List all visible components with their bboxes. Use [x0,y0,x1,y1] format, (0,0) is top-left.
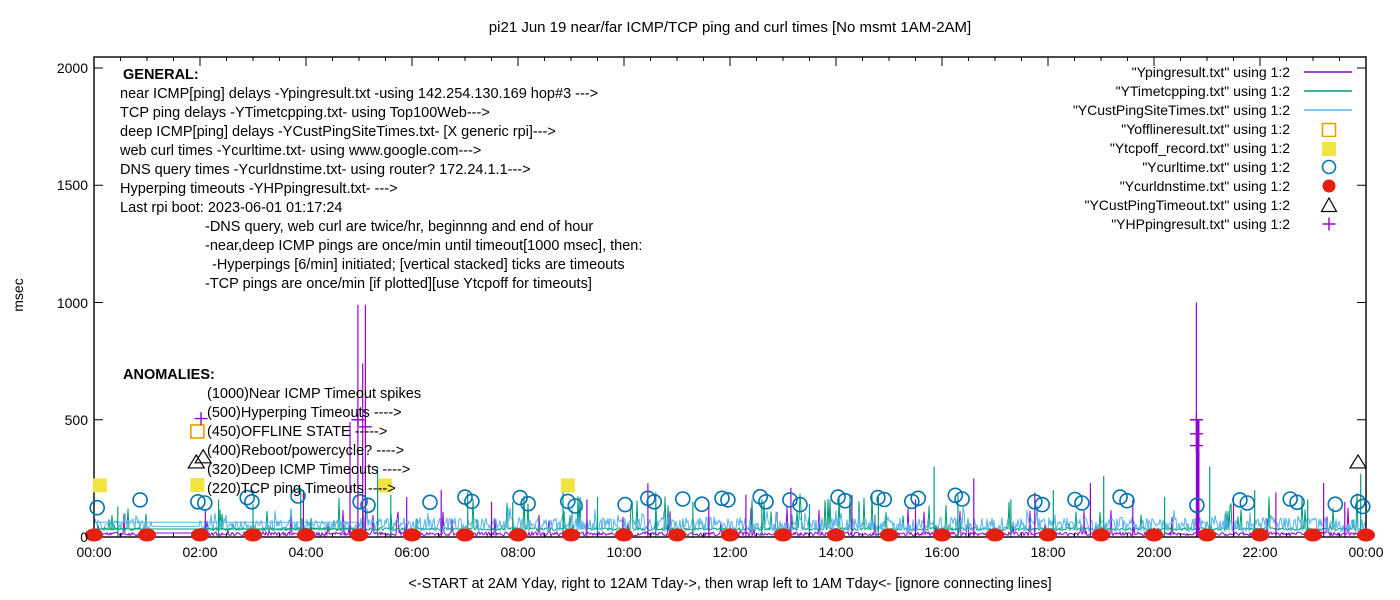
legend-entry: "YCustPingSiteTimes.txt" using 1:2 [1073,100,1358,119]
general-note-line: deep ICMP[ping] delays -YCustPingSiteTim… [120,124,556,140]
x-tick-label: 00:00 [76,544,112,560]
anomalies-heading: ANOMALIES: [123,367,215,383]
legend-entry-label: "Yofflineresult.txt" using 1:2 [1121,120,1290,137]
anomalies-lines: (1000)Near ICMP Timeout spikes (500)Hyper… [120,385,421,499]
circle-open-legend-marker [1321,159,1337,174]
legend-entry-label: "Ycurltime.txt" using 1:2 [1142,158,1290,175]
y-tick-label: 2000 [56,60,88,76]
square-fill-legend-marker [1322,141,1336,156]
legend-entry: "Ytcpoff_record.txt" using 1:2 [1073,138,1358,157]
legend-entry: "Ycurldnstime.txt" using 1:2 [1073,176,1358,195]
legend-entry: "YTimetcpping.txt" using 1:2 [1073,81,1358,100]
x-tick-label: 18:00 [1030,544,1066,560]
anomaly-note-line: (450)OFFLINE STATE -----> [207,424,388,440]
x-tick-label: 00:00 [1348,544,1384,560]
legend-entry-label: "Ytcpoff_record.txt" using 1:2 [1109,139,1290,156]
x-tick-label: 10:00 [606,544,642,560]
general-note-line: TCP ping delays -YTimetcpping.txt- using… [120,105,490,121]
anomaly-note-line: (220)TCP ping Timeouts ----> [207,481,396,497]
general-note-line: near ICMP[ping] delays -Ypingresult.txt … [120,86,599,102]
circle-fill-legend-marker [1322,179,1336,192]
legend-entry-label: "YCustPingSiteTimes.txt" using 1:2 [1072,101,1290,118]
legend-entry: "Ycurltime.txt" using 1:2 [1073,157,1358,176]
general-note-line: Hyperping timeouts -YHPpingresult.txt- -… [120,181,398,197]
general-note-line: -Hyperpings [6/min] initiated; [vertical… [212,257,625,273]
legend-entry: "YHPpingresult.txt" using 1:2 [1073,214,1358,233]
line-legend-marker [1304,108,1352,111]
legend: "Ypingresult.txt" using 1:2 "YTimetcpping… [1073,62,1358,233]
anomaly-note-line: (500)Hyperping Timeouts ----> [207,405,402,421]
square-open-legend-marker [1321,122,1337,137]
x-tick-label: 12:00 [712,544,748,560]
legend-entry-label: "YTimetcpping.txt" using 1:2 [1115,82,1290,99]
legend-entry-label: "Ypingresult.txt" using 1:2 [1131,63,1290,80]
general-note-line: Last rpi boot: 2023-06-01 01:17:24 [120,200,343,216]
x-tick-label: 06:00 [394,544,430,560]
x-tick-label: 16:00 [924,544,960,560]
x-tick-label: 20:00 [1136,544,1172,560]
general-lines: near ICMP[ping] delays -Ypingresult.txt … [120,85,642,294]
legend-entry-label: "YHPpingresult.txt" using 1:2 [1111,215,1290,232]
chart-title: pi21 Jun 19 near/far ICMP/TCP ping and c… [488,19,972,36]
anomaly-note-line: (400)Reboot/powercycle? ----> [207,443,405,459]
x-tick-label: 08:00 [500,544,536,560]
x-tick-label: 22:00 [1242,544,1278,560]
line-legend-marker [1304,89,1352,92]
general-note-line: DNS query times -Ycurldnstime.txt- using… [120,162,531,178]
x-tick-label: 14:00 [818,544,854,560]
legend-entry: "Ypingresult.txt" using 1:2 [1073,62,1358,81]
general-note-line: -DNS query, web curl are twice/hr, begin… [205,219,594,235]
y-axis-label: msec [10,278,26,312]
legend-entry: "Yofflineresult.txt" using 1:2 [1073,119,1358,138]
plus-legend-marker [1322,217,1336,230]
x-axis-label: <-START at 2AM Yday, right to 12AM Tday-… [408,576,1052,592]
x-tick-label: 02:00 [182,544,218,560]
legend-entry-label: "YCustPingTimeout.txt" using 1:2 [1084,196,1290,213]
y-tick-label: 1500 [56,177,88,194]
anomalies-notes: ANOMALIES: (1000)Near ICMP Timeout spike… [120,366,421,499]
legend-entry-label: "Ycurldnstime.txt" using 1:2 [1119,177,1290,194]
general-note-line: -near,deep ICMP pings are once/min until… [205,238,643,254]
line-legend-marker [1304,70,1352,73]
general-note-line: -TCP pings are once/min [if plotted][use… [205,276,592,292]
anomaly-note-line: (320)Deep ICMP Timeouts ----> [207,462,411,478]
general-notes: GENERAL: near ICMP[ping] delays -Ypingre… [120,66,642,294]
y-tick-label: 1000 [56,294,88,311]
triangle-open-legend-marker [1320,196,1338,212]
y-tick-label: 0 [80,529,88,545]
y-tick-label: 500 [64,411,88,428]
x-tick-label: 04:00 [288,544,324,560]
anomaly-note-line: (1000)Near ICMP Timeout spikes [207,386,422,402]
legend-entry: "YCustPingTimeout.txt" using 1:2 [1073,195,1358,214]
general-note-line: web curl times -Ycurltime.txt- using www… [120,143,482,159]
general-heading: GENERAL: [123,67,199,83]
